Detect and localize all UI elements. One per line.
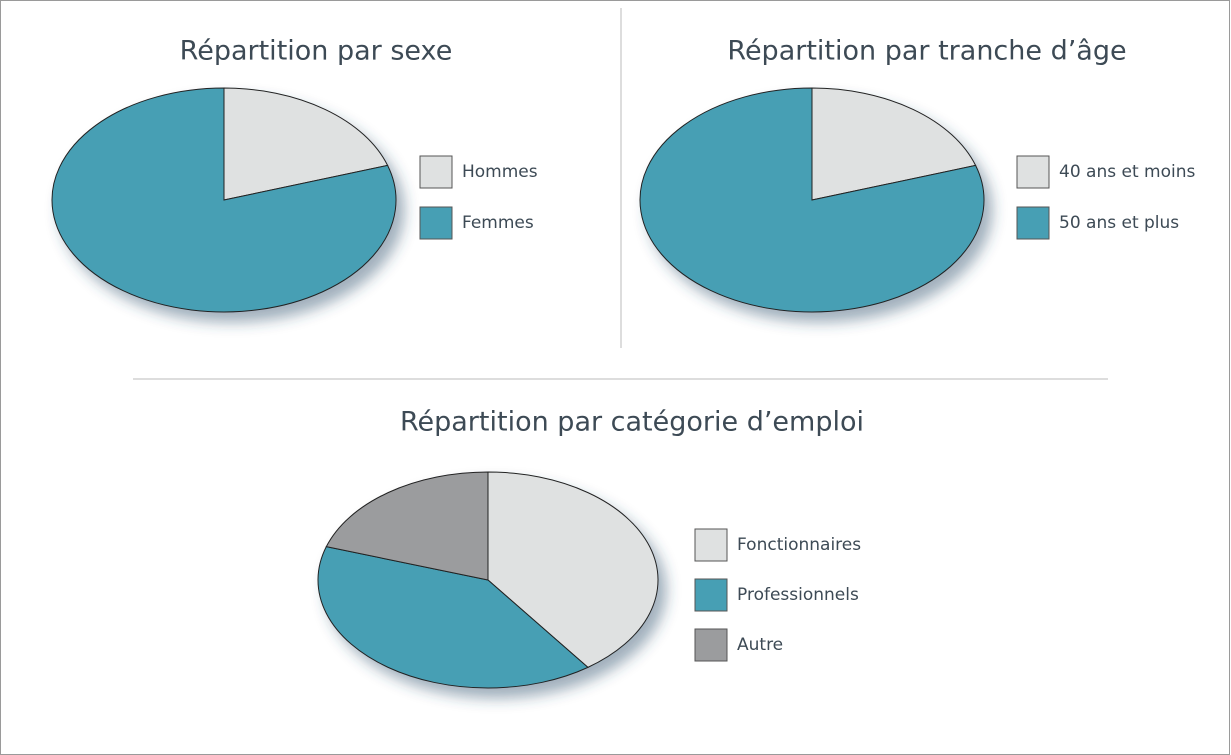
pie-slice xyxy=(639,87,985,313)
pie-slice xyxy=(223,87,389,201)
legend-swatch xyxy=(694,528,728,562)
chart-title: Répartition par sexe xyxy=(180,36,453,67)
legend-label: Fonctionnaires xyxy=(737,535,861,555)
legend-swatch xyxy=(1016,206,1050,240)
legend-label: Autre xyxy=(737,635,783,655)
pie-slice xyxy=(811,87,977,201)
legend-label: Femmes xyxy=(462,213,534,233)
pie-slice xyxy=(51,87,397,313)
legend-swatch xyxy=(1016,155,1050,189)
pie xyxy=(317,471,659,689)
pie-slice xyxy=(487,471,659,668)
legend-label: Professionnels xyxy=(737,585,859,605)
chart-title: Répartition par catégorie d’emploi xyxy=(400,407,864,438)
pie xyxy=(639,87,985,313)
legend-swatch xyxy=(419,206,453,240)
pie-slice xyxy=(325,471,489,581)
chart-title: Répartition par tranche d’âge xyxy=(727,36,1126,67)
legend-label: Hommes xyxy=(462,162,538,182)
pie-slice xyxy=(317,546,589,689)
legend-label: 50 ans et plus xyxy=(1059,213,1179,233)
pie xyxy=(51,87,397,313)
legend-swatch xyxy=(419,155,453,189)
legend-swatch xyxy=(694,578,728,612)
legend-label: 40 ans et moins xyxy=(1059,162,1195,182)
legend-swatch xyxy=(694,628,728,662)
